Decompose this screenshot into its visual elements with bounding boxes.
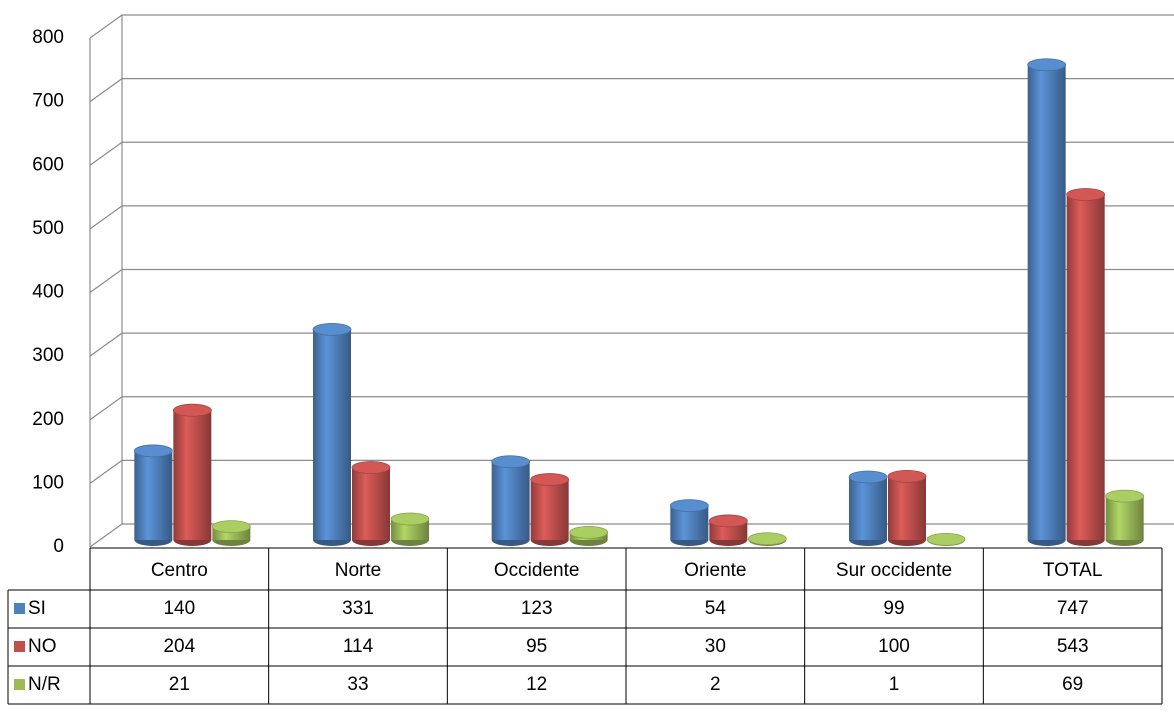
bar [747,532,787,546]
table-value: 99 [883,598,904,619]
y-tick-label: 400 [32,282,64,303]
y-tick-label: 700 [32,91,64,112]
table-value: 331 [342,598,374,619]
bar [887,469,927,546]
x-tick-label: Centro [151,560,208,581]
table-value: 54 [705,598,727,619]
table-value: 1 [889,674,900,695]
table-value: 95 [526,636,547,657]
bar [926,532,966,546]
legend-label: SI [28,598,46,619]
x-tick-label: Norte [335,560,381,581]
grid-line [89,268,1174,293]
y-tick-label: 500 [32,218,64,239]
grid-line [89,14,1174,39]
grid-line [89,332,1174,357]
bar [1027,58,1067,546]
y-tick-label: 600 [32,154,64,175]
y-tick-label: 200 [32,409,64,430]
bar [669,499,709,546]
table-value: 2 [710,674,721,695]
table-value: 140 [163,598,195,619]
table-value: 114 [343,636,374,657]
x-tick-label: Sur occidente [836,560,952,581]
table-value: 69 [1062,674,1083,695]
table-value: 30 [705,636,726,657]
y-tick-label: 800 [32,27,64,48]
legend-swatch [14,603,25,614]
legend-label: NO [28,636,57,657]
grid-line [89,459,1174,484]
table-value: 100 [878,636,910,657]
table-value: 204 [163,636,195,657]
bar [491,455,531,546]
bar [211,520,251,546]
bar [530,473,570,546]
grid-line [89,523,1174,548]
x-tick-label: Occidente [494,560,580,581]
bar [708,514,748,546]
table-value: 543 [1057,636,1089,657]
grid-line [89,396,1174,421]
x-tick-label: Oriente [684,560,746,581]
bar [1105,489,1145,546]
y-tick-label: 300 [32,345,64,366]
table-value: 747 [1057,598,1089,619]
x-tick-label: TOTAL [1043,560,1102,581]
bar [133,444,173,546]
table-value: 21 [169,674,190,695]
y-tick-label: 100 [32,472,64,493]
legend-swatch [14,679,25,690]
grid-line [89,205,1174,230]
bar [172,403,212,546]
bar [351,461,391,546]
grid-line [89,78,1174,103]
table-value: 123 [521,598,553,619]
bar [848,470,888,546]
bar [312,323,352,546]
legend-swatch [14,641,25,652]
bar [569,525,609,546]
legend-label: N/R [28,674,61,695]
table-value: 33 [347,674,368,695]
table-value: 12 [526,674,547,695]
bar [390,512,430,546]
y-tick-label: 0 [53,536,64,557]
grid-line [89,141,1174,166]
bar [1066,188,1106,546]
